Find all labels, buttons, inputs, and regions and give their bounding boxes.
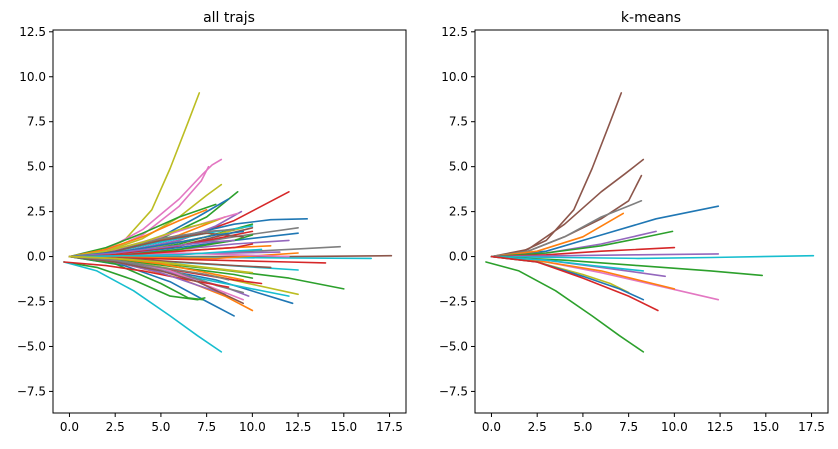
y-tick-label: 12.5: [19, 25, 46, 39]
series-line-45: [68, 209, 208, 258]
x-axis-ticks: 0.0 2.5 5.0 7.5 10.0 12.5 15.0 17.5: [60, 413, 403, 434]
plot-area: [63, 92, 393, 353]
series-line-10: [490, 254, 815, 260]
series-line-48: [68, 239, 235, 258]
chart-title: all trajs: [203, 10, 255, 26]
series-line-18: [490, 255, 659, 312]
y-tick-label: −7.5: [17, 384, 46, 398]
x-tick-label: 15.0: [330, 420, 357, 434]
x-tick-label: 5.0: [151, 420, 170, 434]
series-line-0: [68, 92, 201, 258]
series-line-15: [490, 255, 645, 272]
chart-title: k-means: [621, 10, 681, 26]
series-line-7: [490, 230, 674, 258]
series-line-5: [490, 212, 625, 258]
series-line-57: [68, 255, 230, 281]
x-tick-label: 2.5: [106, 420, 125, 434]
y-tick-label: 5.0: [449, 160, 468, 174]
y-tick-label: −5.0: [439, 339, 468, 353]
series-line-3: [490, 200, 643, 258]
y-tick-label: 0.0: [449, 250, 468, 264]
series-line-9: [490, 253, 720, 258]
x-tick-label: 2.5: [528, 420, 547, 434]
series-line-0: [490, 92, 623, 258]
series-line-44: [68, 203, 217, 258]
x-tick-label: 7.5: [619, 420, 638, 434]
x-tick-label: 10.0: [661, 420, 688, 434]
series-line-1: [490, 158, 645, 258]
x-tick-label: 7.5: [197, 420, 216, 434]
series-line-19: [485, 261, 645, 353]
y-tick-label: 0.0: [27, 250, 46, 264]
series-line-59: [68, 255, 254, 274]
series-line-50: [68, 248, 263, 258]
x-tick-label: 0.0: [60, 420, 79, 434]
x-axis-ticks: 0.0 2.5 5.0 7.5 10.0 12.5 15.0 17.5: [482, 413, 825, 434]
x-tick-label: 17.5: [798, 420, 825, 434]
y-axis-ticks: −7.5 −5.0 −2.5 0.0 2.5 5.0 7.5 10.0 12.5: [439, 25, 475, 398]
y-tick-label: −2.5: [439, 295, 468, 309]
x-tick-label: 5.0: [573, 420, 592, 434]
series-line-56: [68, 255, 244, 305]
subplot-k-means: k-means 0.0 2.5 5.0 7.5 10.0 12.5 15.0 17.5 −7.…: [439, 10, 829, 434]
y-tick-label: 5.0: [27, 160, 46, 174]
y-axis-ticks: −7.5 −5.0 −2.5 0.0 2.5 5.0 7.5 10.0 12.5: [17, 25, 53, 398]
x-tick-label: 15.0: [752, 420, 779, 434]
y-tick-label: 7.5: [27, 115, 46, 129]
y-tick-label: 2.5: [27, 205, 46, 219]
series-line-53: [63, 261, 223, 353]
y-tick-label: 7.5: [449, 115, 468, 129]
x-tick-label: 10.0: [239, 420, 266, 434]
y-tick-label: 10.0: [441, 70, 468, 84]
series-line-46: [68, 219, 217, 258]
series-line-52: [63, 261, 206, 301]
y-tick-label: −5.0: [17, 339, 46, 353]
x-tick-label: 0.0: [482, 420, 501, 434]
axes-frame: [52, 29, 407, 414]
axes-frame: [474, 29, 829, 414]
plot-area: [485, 92, 815, 353]
y-tick-label: 12.5: [441, 25, 468, 39]
x-tick-label: 12.5: [285, 420, 312, 434]
subplot-all-trajs: all trajs 0.0 2.5 5.0 7.5 10.0 12.5 15.0 17.5 −…: [17, 10, 407, 434]
y-tick-label: 10.0: [19, 70, 46, 84]
y-tick-label: 2.5: [449, 205, 468, 219]
x-tick-label: 12.5: [707, 420, 734, 434]
series-line-4: [490, 205, 720, 258]
y-tick-label: −2.5: [17, 295, 46, 309]
x-tick-label: 17.5: [376, 420, 403, 434]
y-tick-label: −7.5: [439, 384, 468, 398]
